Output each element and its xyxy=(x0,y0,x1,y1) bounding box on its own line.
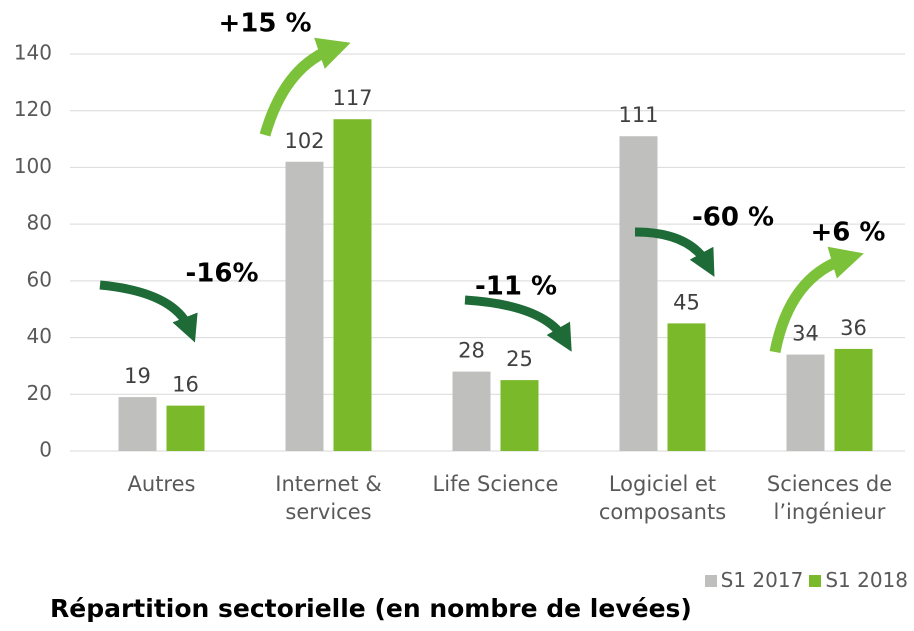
legend-item: S1 2018 xyxy=(809,568,908,592)
bar xyxy=(166,405,205,451)
bar xyxy=(118,397,157,451)
bar xyxy=(834,348,873,451)
value-label: 28 xyxy=(458,339,485,363)
legend-label: S1 2018 xyxy=(825,568,908,592)
arrow xyxy=(769,246,864,354)
value-label: 102 xyxy=(284,129,324,153)
legend-label: S1 2017 xyxy=(720,568,804,592)
legend-item: S1 2017 xyxy=(704,568,804,592)
y-tick-label: 20 xyxy=(27,381,52,405)
legend: S1 2017 S1 2018 xyxy=(704,568,908,592)
y-tick-label: 40 xyxy=(27,324,52,348)
y-tick-label: 80 xyxy=(27,211,52,235)
bar xyxy=(452,371,491,451)
annotation: +15 % xyxy=(218,9,311,39)
arrow xyxy=(634,227,715,277)
annotation: -60 % xyxy=(692,203,774,233)
value-label: 25 xyxy=(506,347,533,371)
chart-title: Répartition sectorielle (en nombre de le… xyxy=(50,594,692,623)
y-tick-label: 140 xyxy=(14,41,52,65)
bar xyxy=(500,380,539,451)
x-tick-label: Sciences de l’ingénieur xyxy=(766,472,893,524)
arrow xyxy=(259,37,351,137)
bar xyxy=(619,136,658,451)
value-label: 117 xyxy=(332,86,372,110)
x-tick-label: Life Science xyxy=(432,472,559,496)
x-tick-label: Autres xyxy=(127,472,196,496)
y-tick-label: 100 xyxy=(14,154,52,178)
annotation: -11 % xyxy=(475,272,557,302)
y-tick-label: 0 xyxy=(39,438,52,462)
value-label: 16 xyxy=(172,373,199,397)
value-label: 36 xyxy=(840,316,867,340)
annotation: +6 % xyxy=(811,218,886,248)
legend-swatch xyxy=(809,575,822,587)
value-label: 45 xyxy=(673,290,700,314)
x-tick-label: Logiciel et composants xyxy=(598,472,727,524)
arrow xyxy=(99,280,198,343)
bar xyxy=(786,354,825,451)
arrow xyxy=(464,295,572,352)
value-label: 19 xyxy=(124,364,151,388)
legend-swatch xyxy=(704,575,717,587)
x-tick-label: Internet & services xyxy=(275,472,382,524)
y-tick-label: 120 xyxy=(14,97,52,121)
bar xyxy=(333,119,372,451)
bar xyxy=(667,323,706,451)
annotation: -16% xyxy=(185,259,258,289)
y-tick-label: 60 xyxy=(27,267,52,291)
bar xyxy=(285,161,324,451)
value-label: 34 xyxy=(792,322,819,346)
value-label: 111 xyxy=(618,103,658,127)
